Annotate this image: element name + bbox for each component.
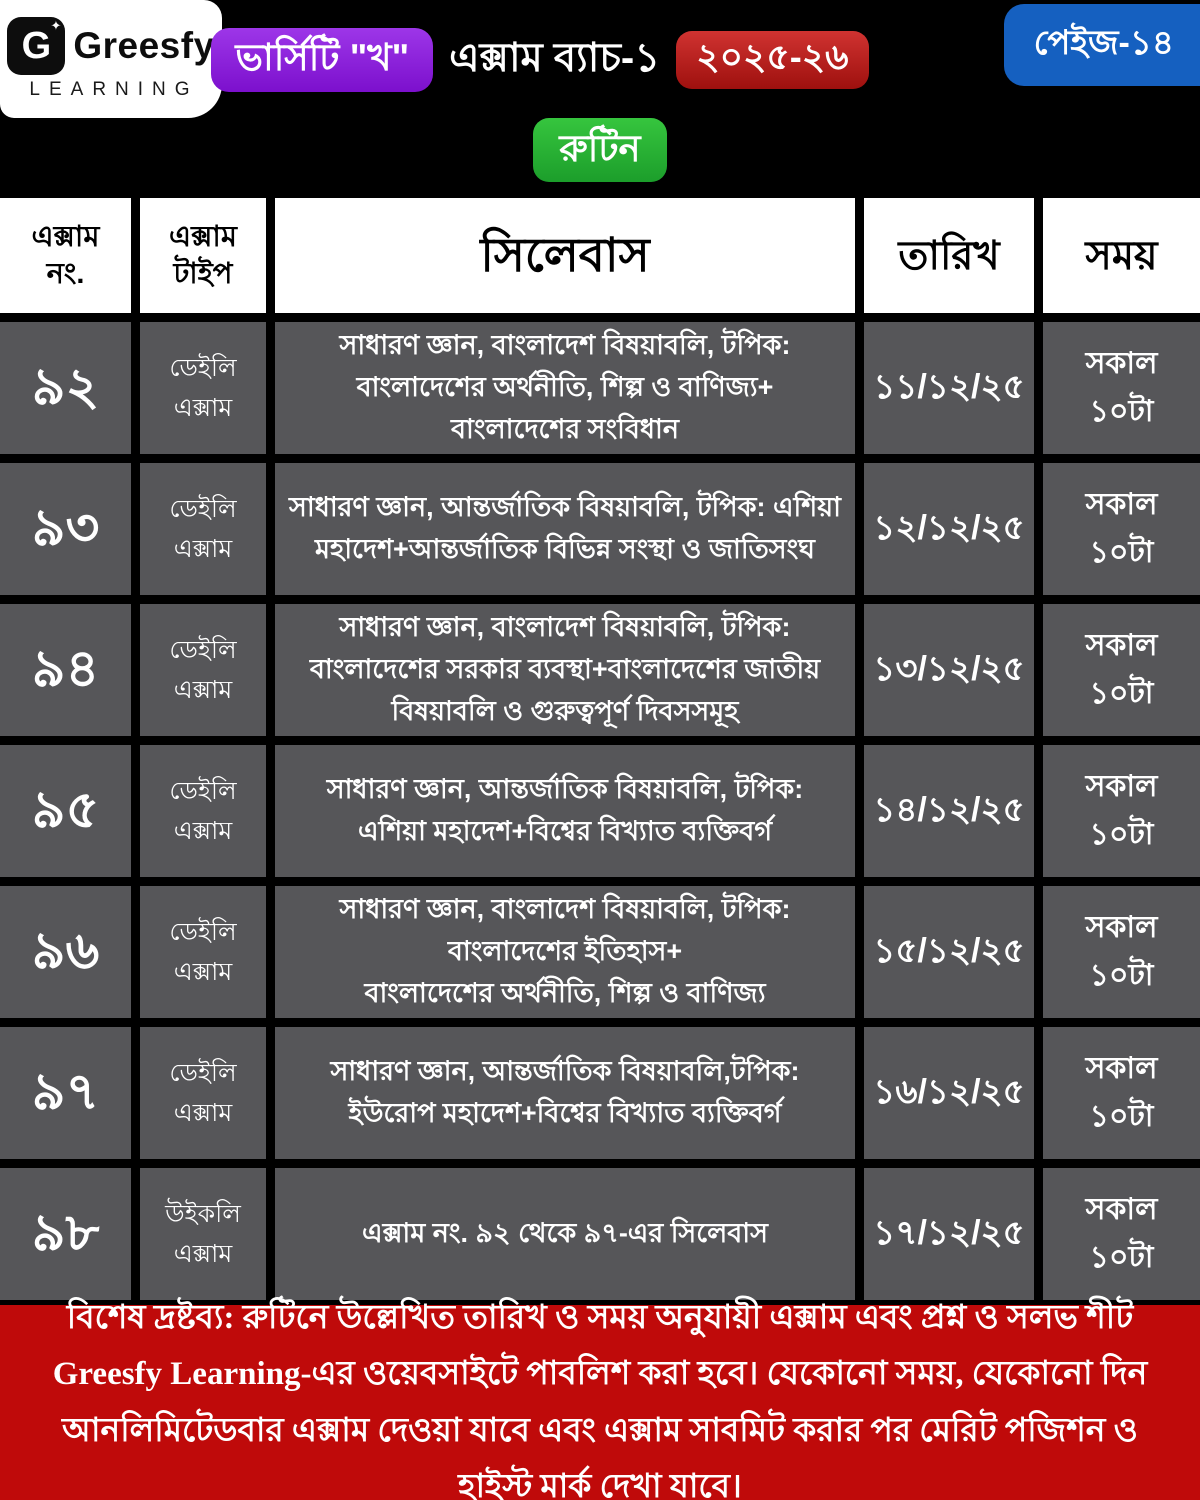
exam-syllabus: সাধারণ জ্ঞান, বাংলাদেশ বিষয়াবলি, টপিক: …	[275, 886, 855, 1018]
session-badge: ২০২৫-২৬	[676, 30, 869, 89]
exam-date: ১৪/১২/২৫	[864, 745, 1034, 877]
exam-no: ৯৭	[0, 1027, 131, 1159]
exam-date: ১৬/১২/২৫	[864, 1027, 1034, 1159]
exam-date: ১৭/১২/২৫	[864, 1168, 1034, 1300]
exam-time: সকাল ১০টা	[1043, 322, 1200, 454]
exam-time: সকাল ১০টা	[1043, 463, 1200, 595]
exam-type: ডেইলি এক্সাম	[140, 322, 266, 454]
exam-type: উইকলি এক্সাম	[140, 1168, 266, 1300]
brand-subtitle: LEARNING	[29, 79, 199, 100]
exam-no: ৯৩	[0, 463, 131, 595]
exam-time: সকাল ১০টা	[1043, 745, 1200, 877]
footer-note-text: বিশেষ দ্রষ্টব্য: রুটিনে উল্লেখিত তারিখ ও…	[52, 1300, 1148, 1500]
exam-type: ডেইলি এক্সাম	[140, 463, 266, 595]
program-badge: ভার্সিটি "খ"	[211, 27, 434, 92]
routine-badge-row: রুটিন	[0, 118, 1200, 182]
exam-date: ১২/১২/২৫	[864, 463, 1034, 595]
exam-date: ১৩/১২/২৫	[864, 604, 1034, 736]
header-title-row: ভার্সিটি "খ" এক্সাম ব্যাচ-১ ২০২৫-২৬	[0, 26, 1140, 93]
exam-syllabus: সাধারণ জ্ঞান, বাংলাদেশ বিষয়াবলি, টপিক: …	[275, 322, 855, 454]
routine-badge: রুটিন	[533, 118, 667, 182]
col-header-time: সময়	[1043, 198, 1200, 313]
exam-time: সকাল ১০টা	[1043, 1027, 1200, 1159]
footer-note-bar: বিশেষ দ্রষ্টব্য: রুটিনে উল্লেখিত তারিখ ও…	[0, 1300, 1200, 1500]
exam-no: ৯৮	[0, 1168, 131, 1300]
exam-syllabus: সাধারণ জ্ঞান, আন্তর্জাতিক বিষয়াবলি, টপি…	[275, 463, 855, 595]
exam-time: সকাল ১০টা	[1043, 1168, 1200, 1300]
exam-type: ডেইলি এক্সাম	[140, 745, 266, 877]
exam-no: ৯২	[0, 322, 131, 454]
col-header-date: তারিখ	[864, 198, 1034, 313]
page-title: এক্সাম ব্যাচ-১	[449, 36, 661, 80]
exam-syllabus: সাধারণ জ্ঞান, আন্তর্জাতিক বিষয়াবলি,টপিক…	[275, 1027, 855, 1159]
greesfy-logo-icon: G ✦	[7, 17, 66, 75]
brand-logo-row: G ✦ Greesfy	[7, 17, 214, 75]
exam-time: সকাল ১০টা	[1043, 886, 1200, 1018]
routine-table: এক্সাম নং. এক্সাম টাইপ সিলেবাস তারিখ সময…	[0, 198, 1200, 1300]
exam-type: ডেইলি এক্সাম	[140, 604, 266, 736]
exam-type: ডেইলি এক্সাম	[140, 1027, 266, 1159]
exam-date: ১৫/১২/২৫	[864, 886, 1034, 1018]
brand-name: Greesfy	[73, 25, 215, 66]
page-number-badge: পেইজ-১৪	[1003, 4, 1200, 86]
exam-type: ডেইলি এক্সাম	[140, 886, 266, 1018]
logo-letter: G	[21, 25, 52, 67]
exam-no: ৯৪	[0, 604, 131, 736]
col-header-exam-no: এক্সাম নং.	[0, 198, 131, 313]
exam-no: ৯৫	[0, 745, 131, 877]
exam-syllabus: এক্সাম নং. ৯২ থেকে ৯৭-এর সিলেবাস	[275, 1168, 855, 1300]
exam-no: ৯৬	[0, 886, 131, 1018]
exam-syllabus: সাধারণ জ্ঞান, বাংলাদেশ বিষয়াবলি, টপিক: …	[275, 604, 855, 736]
exam-date: ১১/১২/২৫	[864, 322, 1034, 454]
exam-syllabus: সাধারণ জ্ঞান, আন্তর্জাতিক বিষয়াবলি, টপি…	[275, 745, 855, 877]
sparkle-icon: ✦	[50, 18, 62, 33]
col-header-syllabus: সিলেবাস	[275, 198, 855, 313]
brand-logo-card: G ✦ Greesfy LEARNING	[0, 0, 222, 118]
exam-time: সকাল ১০টা	[1043, 604, 1200, 736]
col-header-exam-type: এক্সাম টাইপ	[140, 198, 266, 313]
